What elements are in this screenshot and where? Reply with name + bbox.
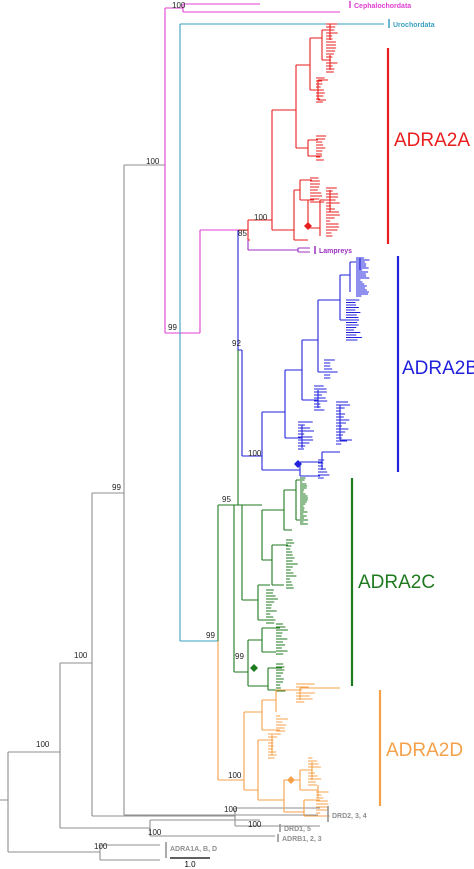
taxon-label-urochordata: Urochordata [393,22,435,29]
blue-node-marker [294,460,302,468]
grey-backbone [0,164,320,861]
red-branches [238,24,331,241]
bootstrap-adra2d: 100 [228,771,242,780]
bootstrap-adrenergic: 99 [112,483,121,492]
taxon-label-drd15: DRD1, 5 [284,826,311,833]
cyan-branches [179,23,384,642]
green-branches [217,350,308,691]
clade-label-adra2d: ADRA2D [386,740,463,761]
bootstrap-drd234: 100 [224,805,238,814]
taxon-label-lampreys: Lampreys [319,248,352,255]
taxon-label-adrb123: ADRB1, 2, 3 [282,836,322,843]
clade-label-adra2b: ADRA2B [402,358,474,379]
orange-leaves [268,683,330,817]
taxon-label-cephalochordata: Cephalochordata [354,3,411,10]
orange-branches [217,641,340,817]
bootstrap-adrb: 100 [148,828,162,837]
taxon-label-drd234: DRD2, 3, 4 [332,813,367,820]
bootstrap-adra2bcd: 95 [222,495,231,504]
clade-label-adra2c: ADRA2C [358,572,435,593]
magenta-branches [164,3,340,334]
bootstrap-lamprey: 85 [238,229,247,238]
bootstrap-adra2bc: 92 [232,339,241,348]
bootstrap-adra2b: 100 [248,449,262,458]
bootstrap-alpha2: 100 [146,157,160,166]
bootstrap-aminergic: 100 [74,651,88,660]
orange-node-marker [287,776,295,784]
red-leaves [310,23,340,237]
scale-bar-label: 1.0 [184,860,196,869]
taxon-label-adra1abd: ADRA1A, B, D [170,846,217,853]
bootstrap-drd15: 100 [248,820,262,829]
blue-leaves [298,257,370,479]
bootstrap-urochordata: 99 [206,631,215,640]
bootstrap-adra2c: 99 [235,652,244,661]
green-leaves [266,477,308,692]
purple-branches [247,240,310,253]
red-node-marker [304,222,312,230]
bootstrap-cephalochordata: 100 [172,1,186,10]
bootstrap-root: 100 [36,740,50,749]
green-node-marker [250,664,258,672]
bootstrap-vertebrate: 99 [168,323,177,332]
bootstrap-adra1: 100 [94,842,108,851]
bootstrap-adra2a: 100 [254,213,268,222]
blue-branches [237,230,361,477]
clade-label-adra2a: ADRA2A [394,130,470,151]
